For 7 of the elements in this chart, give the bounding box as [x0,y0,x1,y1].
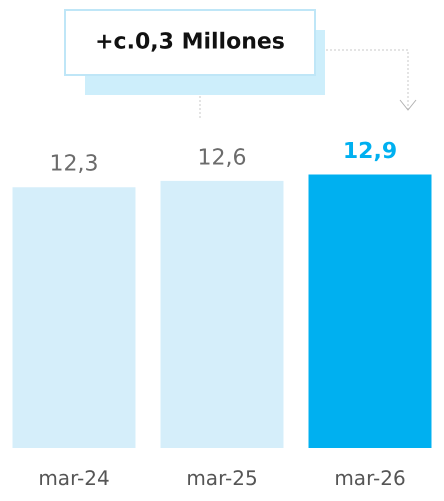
x-tick-label: mar-25 [186,466,258,490]
data-label: 12,3 [50,152,98,177]
text: +c.0,3 Millones [95,30,285,54]
x-tick-label: mar-26 [334,466,406,490]
data-label: 12,9 [342,139,398,164]
x-tick-label: mar-24 [38,466,110,490]
data-label: 12,6 [198,145,246,170]
